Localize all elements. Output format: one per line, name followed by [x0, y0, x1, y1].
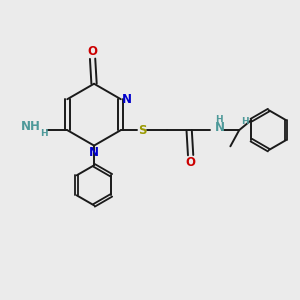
- Text: H: H: [40, 129, 47, 138]
- Text: O: O: [88, 45, 98, 58]
- Text: O: O: [186, 156, 196, 169]
- Text: S: S: [138, 124, 146, 136]
- Text: NH: NH: [21, 120, 41, 133]
- Text: H: H: [215, 115, 222, 124]
- Text: N: N: [215, 121, 225, 134]
- Text: H: H: [241, 117, 248, 126]
- Text: N: N: [89, 146, 99, 159]
- Text: N: N: [122, 93, 132, 106]
